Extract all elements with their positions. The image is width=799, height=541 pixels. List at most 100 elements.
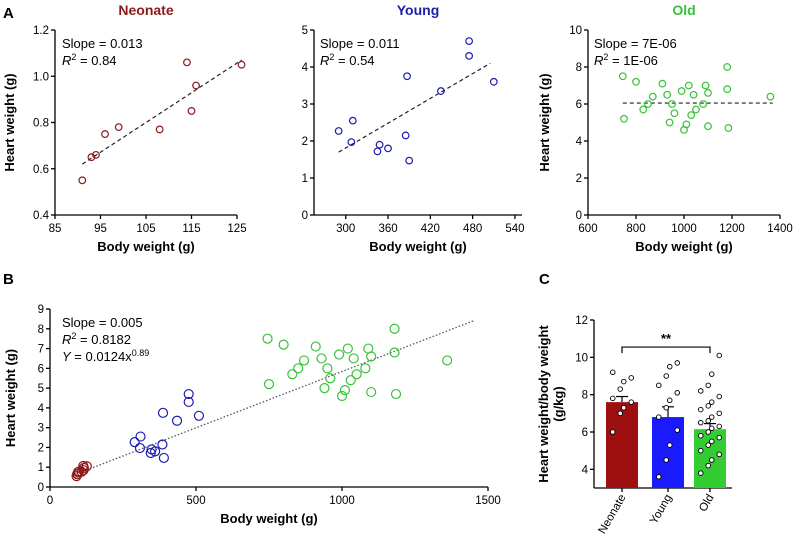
r2-annotation: R2 = 1E-06 [594, 52, 658, 68]
y-tick-label: 4 [38, 403, 45, 415]
y-tick-label: 5 [302, 25, 308, 37]
y-tick-label: 8 [576, 62, 582, 74]
x-tick-label: 1000 [329, 495, 355, 507]
data-point [87, 153, 96, 162]
data-point [648, 92, 657, 101]
y-axis-label: Heart weight/body weight [536, 325, 551, 483]
data-point [692, 105, 700, 114]
data-point [157, 407, 169, 418]
data-point [663, 90, 672, 99]
individual-point [621, 378, 627, 385]
data-point [348, 116, 357, 125]
y-tick-label: 2 [302, 136, 308, 148]
individual-point [656, 474, 662, 480]
y-axis-label: Heart weight (g) [537, 73, 552, 171]
y-tick-label: 1.2 [33, 25, 49, 37]
panel-title: Young [397, 2, 440, 18]
equation-annotation: Y = 0.0124x0.89 [62, 348, 149, 364]
data-point [375, 140, 384, 149]
data-point [437, 87, 445, 95]
trend-line [338, 62, 491, 153]
individual-point [716, 393, 723, 400]
individual-point [716, 423, 723, 430]
data-point [373, 147, 382, 156]
individual-point [705, 442, 712, 448]
annotation-part: 2 [603, 52, 608, 62]
individual-point [716, 352, 723, 359]
x-tick-label: 0 [47, 495, 53, 507]
data-point [134, 442, 146, 454]
x-axis-label: Body weight (g) [97, 239, 195, 254]
data-point [287, 369, 298, 380]
individual-point [705, 418, 712, 424]
y-tick-label: 0 [576, 210, 582, 222]
slope-annotation: Slope = 7E-06 [594, 36, 677, 51]
individual-point [705, 462, 712, 469]
x-tick-label: 600 [578, 223, 597, 235]
data-point [78, 176, 87, 185]
annotation-part: = 0.0124x [71, 349, 133, 364]
y-tick-label: 2 [38, 442, 44, 454]
chart-combined: 0 1 2 3 4 5 6 7 8 9 0 500 1000 1500 Body weight (g) Hea… [3, 304, 501, 526]
x-tick-label: 1200 [719, 223, 745, 235]
individual-point [705, 429, 712, 435]
individual-point [709, 414, 715, 420]
trend-line [81, 59, 242, 165]
y-axis-label: Heart weight (g) [2, 73, 17, 171]
y-axis-label: Heart weight (g) [3, 349, 18, 447]
data-point [333, 349, 345, 360]
annotation-part: Y [62, 349, 72, 364]
y-tick-label: 6 [38, 363, 44, 375]
data-point [442, 355, 453, 366]
data-point [278, 339, 289, 350]
y-tick-label: 0 [38, 482, 44, 494]
data-point [322, 363, 333, 374]
data-point [405, 156, 414, 165]
data-point [345, 375, 356, 386]
individual-point [705, 403, 712, 409]
data-point [639, 105, 648, 114]
data-point [237, 60, 246, 69]
y-tick-label: 0.4 [33, 210, 50, 222]
y-tick-label: 4 [576, 136, 583, 148]
data-point [339, 384, 351, 396]
significance-bracket [621, 346, 711, 354]
data-point [401, 131, 410, 140]
x-tick-label: 420 [421, 223, 440, 235]
data-point [724, 124, 733, 132]
individual-point [656, 382, 662, 389]
data-point [316, 353, 327, 364]
individual-point [698, 432, 704, 439]
data-point [668, 100, 676, 108]
y-tick-label: 4 [582, 464, 589, 476]
annotation-part: 0.89 [132, 348, 150, 358]
data-point [723, 63, 732, 71]
data-point [465, 52, 474, 60]
annotation-part: = 0.54 [334, 53, 374, 68]
data-point [183, 388, 194, 400]
y-axis-label-unit: (g/kg) [551, 386, 566, 421]
annotation-part: 2 [71, 52, 76, 62]
data-point [129, 437, 140, 448]
data-point [78, 462, 89, 474]
panel-title: Neonate [118, 2, 173, 18]
x-tick-label: 800 [626, 223, 645, 235]
data-point [310, 341, 321, 352]
r2-annotation: R2 = 0.8182 [62, 331, 131, 347]
data-point [766, 92, 775, 101]
individual-point [610, 369, 616, 376]
data-point [183, 396, 194, 408]
individual-point [705, 382, 712, 389]
data-point [403, 72, 411, 81]
data-point [263, 379, 275, 390]
data-point [348, 353, 359, 364]
y-tick-label: 0.6 [33, 164, 49, 176]
y-tick-label: 1 [38, 462, 44, 474]
panel-letter-c: C [539, 271, 550, 288]
data-point [465, 37, 474, 45]
data-point [158, 452, 169, 464]
data-point [670, 109, 679, 118]
individual-point [667, 363, 673, 370]
data-point [620, 114, 628, 123]
individual-point [663, 457, 670, 463]
